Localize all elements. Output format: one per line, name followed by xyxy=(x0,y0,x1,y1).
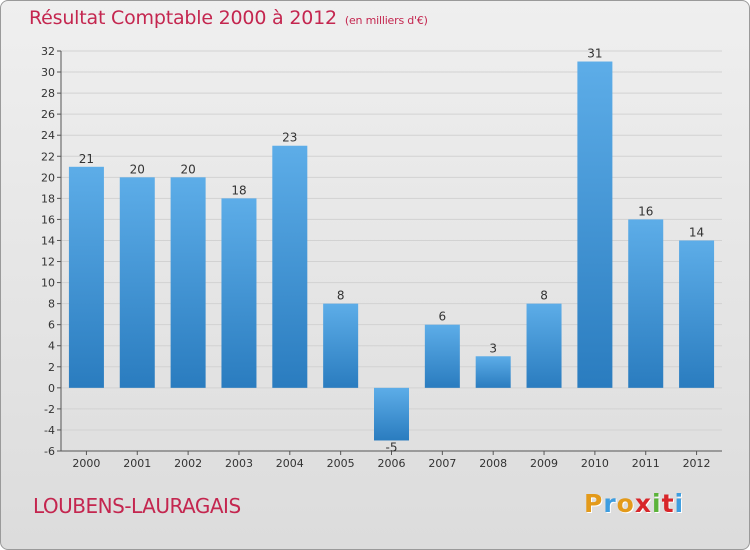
x-tick-label: 2009 xyxy=(530,457,558,470)
data-labels: 21 20 20 18 23 8 -5 6 3 8 31 16 14 xyxy=(79,47,704,455)
logo-letter: t xyxy=(661,489,675,518)
title-unit: (en milliers d'€) xyxy=(344,14,428,27)
chart-title: Résultat Comptable 2000 à 2012 (en millie… xyxy=(29,7,428,29)
logo-letter: o xyxy=(616,489,635,518)
x-tick-label: 2003 xyxy=(225,457,253,470)
y-tick-label: 4 xyxy=(48,340,55,353)
logo-letter: r xyxy=(603,489,617,518)
data-label-2006: -5 xyxy=(386,440,398,454)
data-label-2008: 3 xyxy=(489,341,497,355)
y-tick-label: 0 xyxy=(48,382,55,395)
x-tick-label: 2011 xyxy=(632,457,660,470)
y-tick-label: 28 xyxy=(41,87,55,100)
bar-2011[interactable] xyxy=(628,219,664,388)
x-tick-label: 2002 xyxy=(174,457,202,470)
data-label-2005: 8 xyxy=(337,289,345,303)
logo-letter: i xyxy=(674,489,685,518)
grid xyxy=(61,50,722,431)
y-tick-label: 8 xyxy=(48,298,55,311)
place-name: LOUBENS-LAURAGAIS xyxy=(33,494,241,518)
x-tick-label: 2010 xyxy=(581,457,609,470)
y-tick-label: 32 xyxy=(41,45,55,58)
data-label-2000: 21 xyxy=(79,152,94,166)
data-label-2009: 8 xyxy=(540,289,548,303)
bar-2007[interactable] xyxy=(424,324,460,388)
bar-2009[interactable] xyxy=(526,303,562,388)
data-label-2012: 14 xyxy=(689,225,704,239)
y-tick-label: -4 xyxy=(44,424,55,437)
bar-2005[interactable] xyxy=(323,303,359,388)
x-tick-label: 2000 xyxy=(72,457,100,470)
y-tick-label: 22 xyxy=(41,150,55,163)
y-tick-label: 20 xyxy=(41,171,55,184)
data-label-2004: 23 xyxy=(282,131,297,145)
data-label-2003: 18 xyxy=(231,183,246,197)
y-tick-label: -2 xyxy=(44,403,55,416)
proxiti-logo[interactable]: Proxiti xyxy=(584,489,684,518)
bar-2001[interactable] xyxy=(119,177,155,388)
bar-2012[interactable] xyxy=(679,240,715,388)
bar-2002[interactable] xyxy=(170,177,206,388)
bars xyxy=(68,61,715,441)
data-label-2011: 16 xyxy=(638,204,653,218)
y-tick-label: 10 xyxy=(41,277,55,290)
logo-letter: i xyxy=(652,489,662,518)
y-tick-label: 2 xyxy=(48,361,55,374)
y-tick-label: 6 xyxy=(48,319,55,332)
logo-letter: P xyxy=(584,489,604,518)
bar-2008[interactable] xyxy=(475,356,511,388)
x-tick-label: 2007 xyxy=(428,457,456,470)
y-tick-label: 14 xyxy=(41,234,55,247)
bar-2006[interactable] xyxy=(374,387,409,441)
y-tick-label: 30 xyxy=(41,66,55,79)
x-tick-label: 2001 xyxy=(123,457,151,470)
y-tick-label: 24 xyxy=(41,129,55,142)
title-text: Résultat Comptable 2000 à 2012 xyxy=(29,7,337,29)
data-label-2001: 20 xyxy=(130,162,145,176)
data-label-2002: 20 xyxy=(180,162,195,176)
x-tick-label: 2004 xyxy=(276,457,304,470)
x-tick-label: 2006 xyxy=(378,457,406,470)
y-tick-label: 12 xyxy=(41,256,55,269)
logo-letter: x xyxy=(634,489,652,518)
bar-2000[interactable] xyxy=(68,166,104,388)
y-tick-label: 16 xyxy=(41,213,55,226)
y-tick-label: -6 xyxy=(44,445,55,458)
data-label-2007: 6 xyxy=(439,310,447,324)
bar-2003[interactable] xyxy=(221,198,257,388)
bar-2010[interactable] xyxy=(577,61,613,388)
data-label-2010: 31 xyxy=(587,47,602,61)
y-tick-label: 18 xyxy=(41,192,55,205)
x-tick-label: 2005 xyxy=(327,457,355,470)
y-tick-label: 26 xyxy=(41,108,55,121)
bar-2004[interactable] xyxy=(272,145,308,388)
x-tick-label: 2012 xyxy=(683,457,711,470)
x-tick-label: 2008 xyxy=(479,457,507,470)
